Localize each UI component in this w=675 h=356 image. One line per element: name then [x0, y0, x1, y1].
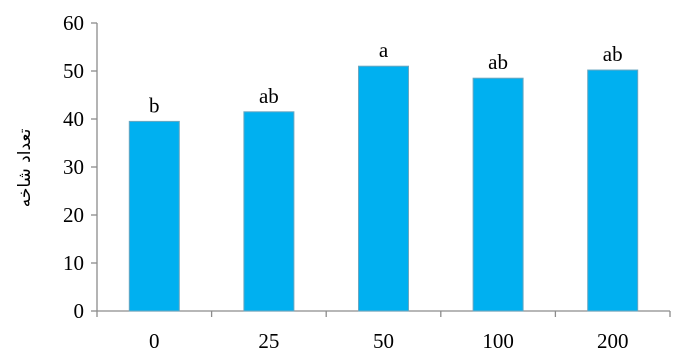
bars	[128, 65, 639, 312]
data-labels: b ab a ab ab	[149, 38, 623, 117]
x-tick-label: 200	[597, 329, 629, 353]
bar	[587, 69, 639, 312]
y-axis-title: تعداد شاخه	[15, 128, 35, 207]
y-tick-label: 40	[63, 107, 84, 131]
bar-data-label: ab	[488, 50, 508, 74]
x-tick-label: 0	[149, 329, 160, 353]
y-tick-label: 50	[63, 59, 84, 83]
bar-data-label: ab	[603, 42, 623, 66]
bar-data-label: b	[149, 93, 160, 117]
y-tick-label: 10	[63, 251, 84, 275]
bar	[243, 111, 295, 312]
x-tick-label: 25	[258, 329, 279, 353]
y-tick-label: 60	[63, 11, 84, 35]
x-tick-label: 100	[482, 329, 514, 353]
bar-data-label: ab	[259, 84, 279, 108]
y-tick-label: 20	[63, 203, 84, 227]
bar	[128, 120, 180, 312]
x-axis: 0 25 50 100 200	[96, 310, 671, 353]
y-axis: 0 10 20 30 40 50 60	[63, 11, 98, 323]
bar	[358, 65, 409, 312]
x-tick-label: 50	[373, 329, 394, 353]
y-tick-label: 0	[74, 299, 85, 323]
bar-data-label: a	[379, 38, 389, 62]
bar	[472, 77, 524, 312]
y-tick-label: 30	[63, 155, 84, 179]
